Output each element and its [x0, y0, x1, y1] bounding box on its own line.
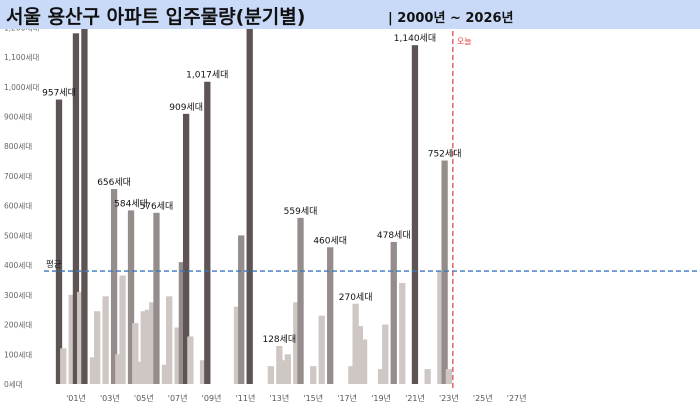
- bar: [55, 99, 63, 385]
- bar: [81, 29, 88, 384]
- bar: [293, 302, 300, 384]
- average-label: 평균: [46, 259, 62, 270]
- bar: [119, 275, 126, 384]
- x-tick-label: '21년: [405, 393, 425, 403]
- title-bar: 서울 용산구 아파트 입주물량(분기별) | 2000년 ~ 2026년: [0, 0, 700, 29]
- bar: [136, 361, 143, 384]
- bar: [424, 369, 431, 384]
- today-label: 오늘: [457, 37, 472, 46]
- y-tick-label: 0세대: [4, 380, 23, 389]
- y-tick-label: 1,100세대: [4, 53, 39, 62]
- bar: [182, 113, 190, 384]
- data-label: 957세대: [42, 88, 76, 99]
- bar: [115, 354, 122, 384]
- y-tick-label: 100세대: [4, 350, 32, 359]
- bar: [280, 360, 287, 384]
- bar: [352, 303, 359, 384]
- y-tick-label: 800세대: [4, 142, 32, 151]
- bar: [93, 311, 101, 384]
- y-tick-label: 600세대: [4, 202, 32, 211]
- bar: [267, 366, 275, 384]
- chart-title: 서울 용산구 아파트 입주물량(분기별): [6, 6, 306, 28]
- x-tick-label: '19년: [371, 393, 391, 403]
- x-tick-label: '05년: [134, 393, 154, 403]
- bar: [360, 339, 368, 384]
- bar: [68, 294, 75, 384]
- bar: [144, 309, 152, 384]
- bar: [390, 241, 397, 384]
- y-tick-label: 1,000세대: [4, 83, 39, 92]
- x-tick-label: '25년: [473, 393, 493, 403]
- bar: [382, 324, 389, 384]
- bar: [238, 235, 245, 384]
- bar: [149, 302, 156, 384]
- bar: [60, 348, 67, 384]
- bar: [153, 212, 160, 384]
- bar: [89, 357, 97, 384]
- bar: [233, 306, 241, 384]
- data-label: 909세대: [169, 102, 203, 113]
- data-label: 559세대: [284, 206, 318, 217]
- y-tick-label: 200세대: [4, 321, 32, 330]
- bar: [246, 29, 253, 384]
- bar: [127, 210, 135, 384]
- bar: [356, 326, 364, 384]
- data-label: 752세대: [428, 149, 462, 160]
- bar: [77, 291, 84, 384]
- y-tick-label: 1,200세대: [4, 29, 39, 32]
- data-label: 460세대: [313, 235, 347, 246]
- bar: [166, 296, 173, 384]
- bar: [411, 45, 419, 384]
- x-tick-label: '07년: [168, 393, 188, 403]
- bar: [174, 327, 181, 384]
- data-label: 1,017세대: [186, 70, 228, 81]
- data-label: 584세대: [114, 198, 148, 209]
- bar: [161, 364, 169, 384]
- bar: [327, 247, 334, 384]
- bar: [276, 345, 283, 384]
- y-tick-label: 700세대: [4, 172, 32, 181]
- data-label: 576세대: [140, 201, 174, 212]
- chart-area: 0세대 100세대 200세대 300세대 400세대 500세대 600세대 700세대 80…: [4, 29, 700, 403]
- bar: [399, 282, 406, 384]
- x-tick-label: '27년: [507, 393, 527, 403]
- y-tick-label: 500세대: [4, 231, 32, 240]
- data-label: 656세대: [97, 177, 131, 188]
- bar: [102, 296, 109, 384]
- bar: [72, 33, 80, 384]
- bar: [318, 315, 325, 384]
- data-label: 128세대: [262, 334, 296, 345]
- x-tick-label: '03년: [100, 393, 120, 403]
- bar: [437, 271, 444, 384]
- y-tick-label: 900세대: [4, 113, 32, 122]
- bar: [284, 354, 291, 384]
- x-tick-label: '01년: [66, 393, 86, 403]
- bar: [441, 160, 448, 384]
- x-tick-label: '13년: [269, 393, 289, 403]
- x-tick-label: '23년: [439, 393, 459, 403]
- bar: [178, 262, 186, 384]
- data-label: 1,140세대: [394, 33, 436, 44]
- bar: [132, 323, 139, 384]
- data-label: 270세대: [339, 292, 373, 303]
- bar: [199, 360, 207, 384]
- bar: [445, 369, 452, 384]
- x-tick-label: '11년: [236, 393, 256, 403]
- x-tick-label: '15년: [303, 393, 323, 403]
- bar: [377, 369, 385, 384]
- bar: [140, 311, 147, 384]
- bar: [187, 336, 194, 384]
- bar: [110, 189, 118, 384]
- bar: [297, 217, 304, 384]
- bar: [310, 366, 317, 384]
- y-tick-label: 400세대: [4, 261, 32, 270]
- chart-subtitle: | 2000년 ~ 2026년: [388, 11, 514, 26]
- x-tick-label: '17년: [337, 393, 357, 403]
- bar: [348, 366, 355, 384]
- data-label: 478세대: [377, 230, 411, 241]
- x-tick-label: '09년: [202, 393, 222, 403]
- y-tick-label: 300세대: [4, 291, 32, 300]
- bar: [204, 81, 211, 384]
